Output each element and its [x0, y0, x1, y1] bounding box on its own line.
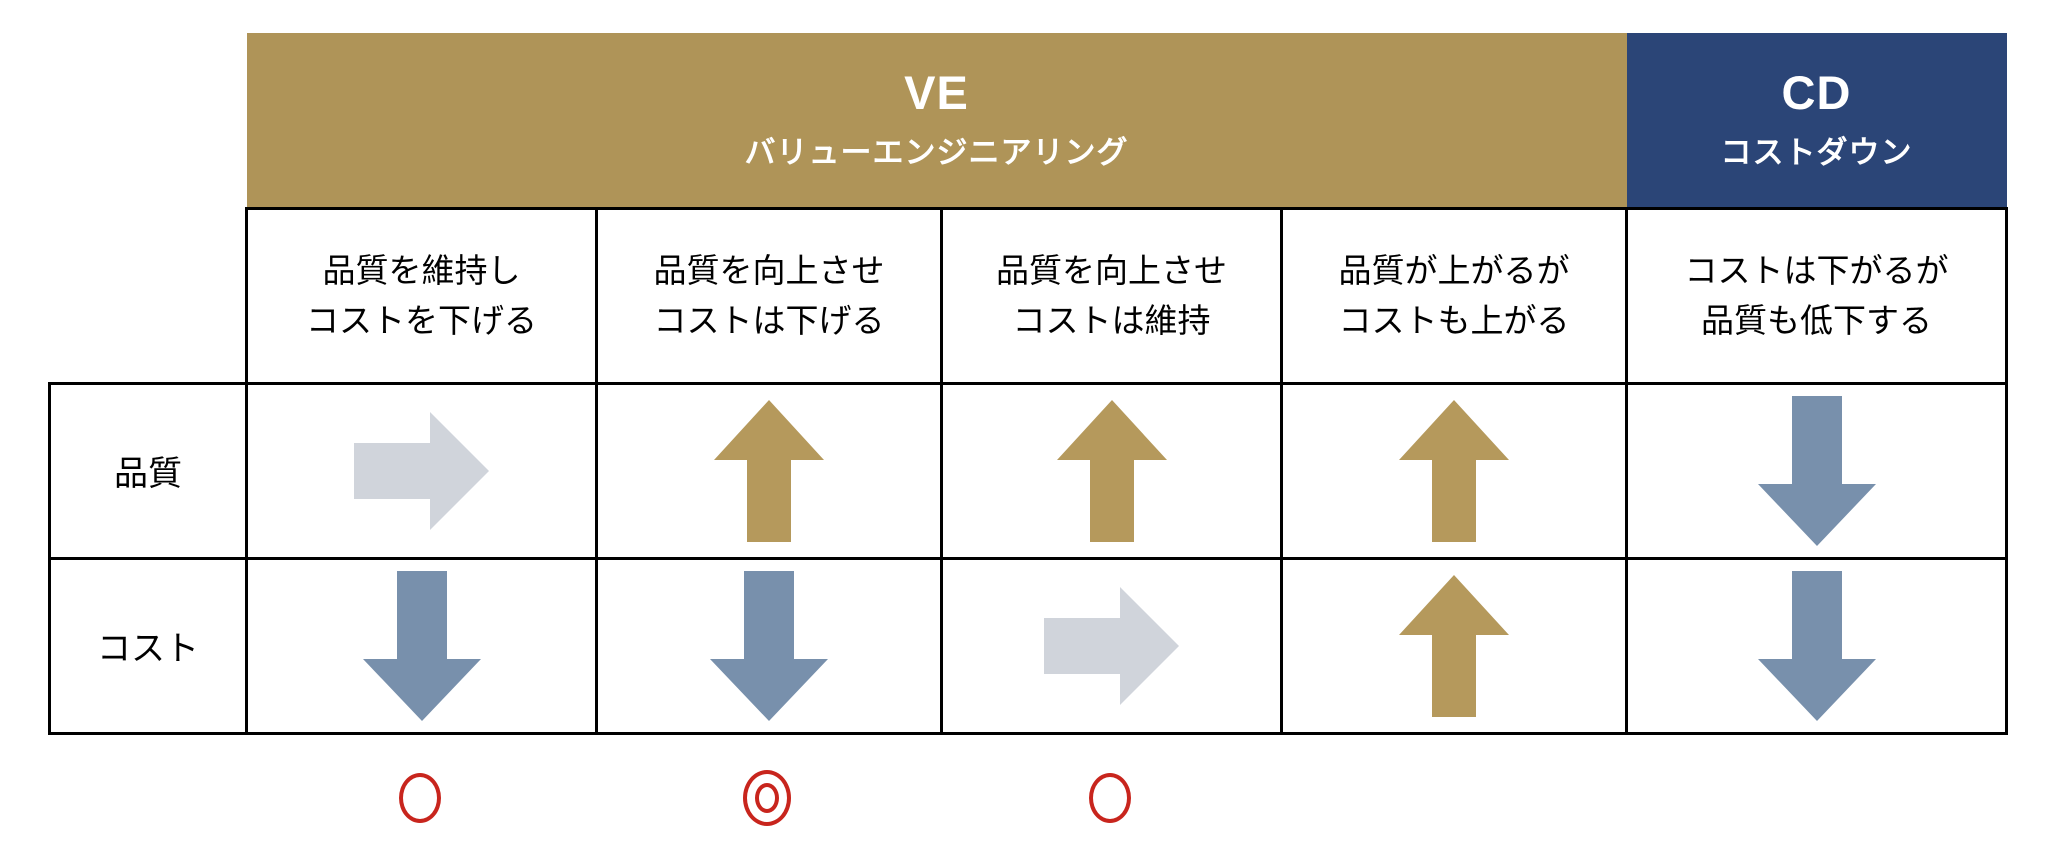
up-arrow-icon — [1399, 399, 1509, 542]
cd-name: コストダウン — [1720, 135, 1913, 171]
right-arrow-icon — [1044, 586, 1179, 705]
header-row: VE バリューエンジニアリング CD コストダウン — [50, 33, 2007, 208]
desc-line: コストを下げる — [306, 301, 537, 339]
description-col-3: 品質を向上させ コストは維持 — [940, 206, 1283, 385]
description-col-5: コストは下がるが 品質も低下する — [1625, 206, 2008, 385]
cost-row-label: コスト — [48, 556, 248, 735]
quality-col-2-cell — [595, 381, 943, 560]
up-arrow-icon — [1399, 574, 1509, 717]
description-col-2: 品質を向上させ コストは下げる — [595, 206, 943, 385]
ve-header: VE バリューエンジニアリング — [246, 33, 1627, 208]
circle-mark-icon — [1089, 773, 1131, 823]
desc-line: 品質が上がるが — [1338, 252, 1570, 289]
up-arrow-icon — [714, 399, 824, 542]
quality-row: 品質 — [48, 381, 2008, 560]
ve-name: バリューエンジニアリング — [744, 135, 1129, 171]
down-arrow-icon — [362, 570, 481, 721]
quality-col-1-cell — [245, 381, 598, 560]
description-row: 品質を維持し コストを下げる 品質を向上させ コストは下げる 品質を向上させ コ… — [50, 206, 2008, 385]
down-arrow-icon — [710, 570, 828, 721]
description-col-1: 品質を維持し コストを下げる — [245, 206, 598, 385]
description-blank-cell — [50, 208, 247, 383]
quality-col-3-cell — [940, 381, 1283, 560]
cost-col-1-cell — [245, 556, 598, 735]
cost-col-3-cell — [940, 556, 1283, 735]
double-circle-mark-icon — [743, 770, 791, 826]
quality-row-label: 品質 — [48, 381, 248, 560]
desc-line: 品質を向上させ — [653, 252, 885, 289]
desc-line: コストは下げる — [653, 301, 885, 339]
right-arrow-icon — [354, 411, 489, 530]
desc-line: コストは維持 — [1012, 301, 1211, 339]
desc-line: コストも上がる — [1338, 301, 1570, 339]
cost-col-4-cell — [1280, 556, 1628, 735]
cost-row: コスト — [48, 556, 2008, 735]
circle-mark-icon — [399, 773, 441, 823]
ve-abbr: VE — [904, 66, 969, 120]
cd-header: CD コストダウン — [1626, 33, 2007, 208]
desc-line: 品質も低下する — [1701, 301, 1932, 339]
cd-abbr: CD — [1781, 66, 1852, 120]
up-arrow-icon — [1056, 399, 1167, 542]
quality-col-5-cell — [1625, 381, 2008, 560]
description-col-4: 品質が上がるが コストも上がる — [1280, 206, 1628, 385]
down-arrow-icon — [1757, 395, 1876, 546]
header-blank-cell — [50, 33, 247, 208]
cost-col-5-cell — [1625, 556, 2008, 735]
desc-line: 品質を向上させ — [996, 252, 1227, 289]
cost-col-2-cell — [595, 556, 943, 735]
comparison-table: VE バリューエンジニアリング CD コストダウン 品質を維持し コストを下げる… — [48, 33, 2008, 735]
double-circle-inner-ring — [755, 783, 779, 813]
down-arrow-icon — [1757, 570, 1876, 721]
desc-line: 品質を維持し — [322, 252, 521, 289]
quality-col-4-cell — [1280, 381, 1628, 560]
desc-line: コストは下がるが — [1684, 252, 1949, 289]
